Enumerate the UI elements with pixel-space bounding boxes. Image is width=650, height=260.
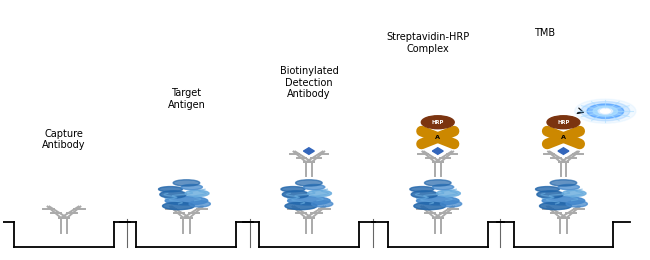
Ellipse shape xyxy=(173,180,200,186)
Ellipse shape xyxy=(304,184,325,190)
Ellipse shape xyxy=(160,191,187,198)
Ellipse shape xyxy=(542,197,585,205)
Ellipse shape xyxy=(411,191,438,198)
Ellipse shape xyxy=(285,202,317,210)
Polygon shape xyxy=(432,148,443,154)
Ellipse shape xyxy=(307,190,332,197)
Text: Streptavidin-HRP
Complex: Streptavidin-HRP Complex xyxy=(387,32,470,54)
Ellipse shape xyxy=(540,202,571,210)
Circle shape xyxy=(421,116,454,129)
Text: TMB: TMB xyxy=(534,28,554,38)
Ellipse shape xyxy=(162,202,194,210)
Circle shape xyxy=(581,101,630,121)
Text: Biotinylated
Detection
Antibody: Biotinylated Detection Antibody xyxy=(280,66,338,100)
Ellipse shape xyxy=(537,191,564,198)
Ellipse shape xyxy=(562,190,586,197)
Ellipse shape xyxy=(441,201,462,207)
Circle shape xyxy=(601,109,610,113)
Ellipse shape xyxy=(185,190,209,197)
Ellipse shape xyxy=(165,197,208,205)
Ellipse shape xyxy=(410,187,434,192)
Text: HRP: HRP xyxy=(432,120,444,125)
Ellipse shape xyxy=(281,187,305,192)
Circle shape xyxy=(593,106,618,116)
Ellipse shape xyxy=(566,201,588,207)
Ellipse shape xyxy=(558,184,579,190)
Ellipse shape xyxy=(417,197,459,205)
Ellipse shape xyxy=(181,184,202,190)
Circle shape xyxy=(598,108,613,114)
Circle shape xyxy=(547,116,580,129)
Circle shape xyxy=(575,99,636,123)
FancyBboxPatch shape xyxy=(430,134,446,141)
Ellipse shape xyxy=(287,197,330,205)
Ellipse shape xyxy=(159,187,183,192)
Ellipse shape xyxy=(296,180,322,186)
Polygon shape xyxy=(558,148,569,154)
Text: A: A xyxy=(561,135,566,140)
Text: A: A xyxy=(436,135,440,140)
Ellipse shape xyxy=(414,202,446,210)
Ellipse shape xyxy=(189,201,211,207)
Ellipse shape xyxy=(536,187,560,192)
Text: HRP: HRP xyxy=(557,120,569,125)
Text: Capture
Antibody: Capture Antibody xyxy=(42,129,86,150)
Circle shape xyxy=(587,104,624,118)
FancyBboxPatch shape xyxy=(555,134,572,141)
Ellipse shape xyxy=(282,191,309,198)
Ellipse shape xyxy=(311,201,333,207)
Ellipse shape xyxy=(424,180,451,186)
Text: Target
Antigen: Target Antigen xyxy=(168,88,205,110)
Ellipse shape xyxy=(436,190,460,197)
Polygon shape xyxy=(304,148,315,154)
Ellipse shape xyxy=(432,184,454,190)
Ellipse shape xyxy=(550,180,577,186)
